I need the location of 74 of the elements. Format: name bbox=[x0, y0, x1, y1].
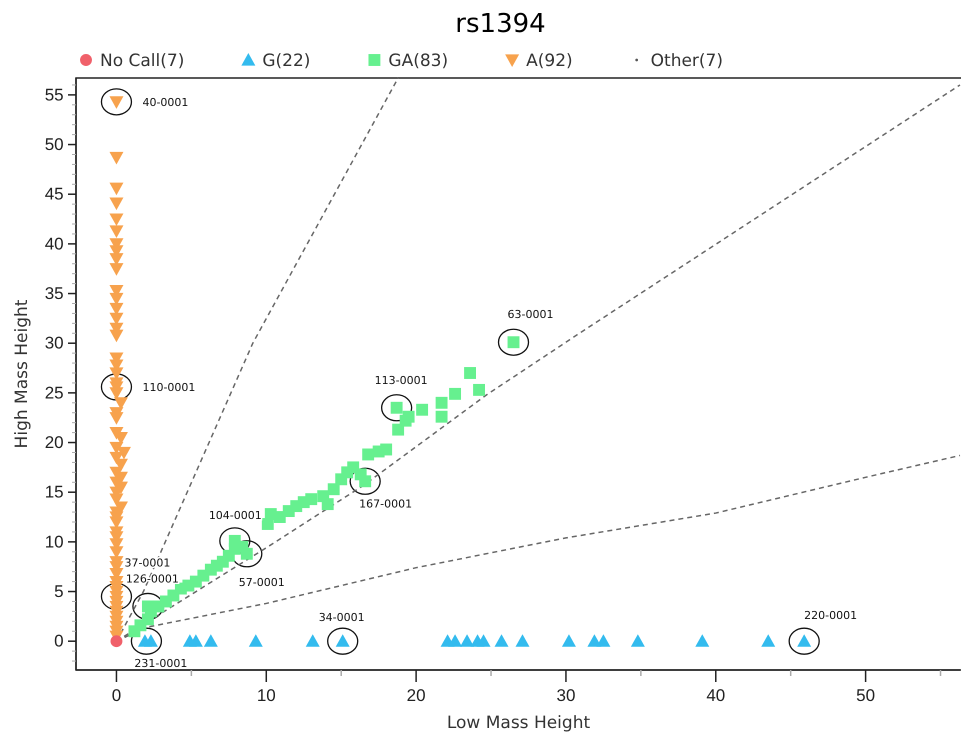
point bbox=[392, 424, 404, 436]
x-tick-label: 20 bbox=[406, 686, 426, 706]
y-tick-label: 25 bbox=[44, 383, 64, 402]
point bbox=[630, 634, 645, 647]
point bbox=[248, 634, 263, 647]
x-tick-label: 40 bbox=[706, 686, 726, 706]
annotation: 34-0001 bbox=[318, 611, 365, 624]
point bbox=[109, 182, 124, 196]
legend-label: G(22) bbox=[262, 51, 310, 71]
point bbox=[436, 410, 448, 423]
annotation: 231-0001 bbox=[134, 657, 188, 670]
point bbox=[109, 412, 124, 425]
point bbox=[109, 198, 124, 210]
point bbox=[362, 448, 374, 460]
annotation: 220-0001 bbox=[804, 609, 858, 622]
annotation: 63-0001 bbox=[508, 308, 554, 322]
annotation: 57-0001 bbox=[238, 576, 285, 589]
point bbox=[436, 396, 448, 409]
point bbox=[305, 493, 318, 506]
chart-title: rs1394 bbox=[455, 9, 546, 39]
annotation: 37-0001 bbox=[124, 556, 170, 570]
x-tick-label: 50 bbox=[856, 686, 876, 706]
point bbox=[464, 367, 476, 379]
point bbox=[476, 634, 491, 647]
point bbox=[416, 404, 428, 416]
y-tick-label: 55 bbox=[44, 85, 64, 104]
y-tick-label: 40 bbox=[44, 234, 64, 254]
point bbox=[116, 446, 131, 460]
annotation: 104-0001 bbox=[208, 508, 262, 522]
point bbox=[109, 213, 124, 226]
point bbox=[596, 634, 610, 647]
point bbox=[460, 634, 474, 647]
y-tick-label: 20 bbox=[44, 432, 64, 452]
point bbox=[761, 634, 776, 647]
point bbox=[110, 635, 122, 648]
point bbox=[515, 634, 530, 647]
point bbox=[322, 498, 334, 510]
annotation: 40-0001 bbox=[142, 96, 188, 109]
point bbox=[473, 384, 485, 396]
point bbox=[306, 634, 320, 647]
y-tick-label: 5 bbox=[54, 582, 64, 601]
legend-label: Other(7) bbox=[650, 51, 724, 71]
point bbox=[494, 634, 509, 647]
point bbox=[109, 152, 124, 164]
point bbox=[449, 388, 462, 400]
x-axis-title: Low Mass Height bbox=[446, 713, 590, 733]
y-tick-label: 30 bbox=[44, 334, 64, 353]
y-tick-label: 0 bbox=[54, 632, 64, 651]
y-axis-title: High Mass Height bbox=[12, 299, 32, 448]
annotation: 167-0001 bbox=[359, 497, 412, 510]
annotation: 113-0001 bbox=[374, 374, 428, 387]
annotation: 126-0001 bbox=[126, 572, 179, 586]
annotation: 110-0001 bbox=[142, 380, 196, 394]
point bbox=[380, 444, 392, 456]
point bbox=[562, 634, 576, 647]
point bbox=[402, 410, 415, 423]
y-tick-label: 45 bbox=[44, 184, 64, 204]
point bbox=[695, 634, 710, 647]
point bbox=[109, 330, 124, 342]
point bbox=[204, 634, 218, 647]
y-tick-label: 35 bbox=[44, 284, 64, 303]
legend-label: A(92) bbox=[526, 51, 573, 71]
y-tick-label: 15 bbox=[44, 482, 64, 502]
y-tick-label: 50 bbox=[44, 134, 64, 154]
x-tick-label: 0 bbox=[112, 686, 122, 706]
point bbox=[448, 634, 462, 647]
legend-label: No Call(7) bbox=[100, 51, 184, 71]
x-tick-label: 10 bbox=[256, 686, 276, 706]
x-tick-label: 30 bbox=[556, 686, 576, 706]
y-tick-label: 10 bbox=[44, 532, 64, 552]
point bbox=[109, 225, 124, 238]
legend-label: GA(83) bbox=[388, 51, 448, 71]
point bbox=[109, 263, 124, 276]
point bbox=[188, 634, 203, 647]
